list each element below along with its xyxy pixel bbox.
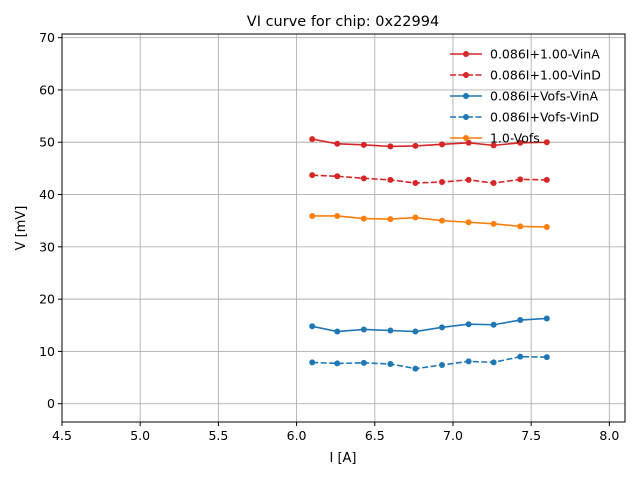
data-point (465, 139, 472, 146)
data-point (387, 327, 394, 334)
data-point (360, 326, 367, 333)
data-point (517, 139, 524, 146)
legend-entry: 0.086I+Vofs-VinA (450, 89, 599, 104)
data-point (387, 143, 394, 150)
chart-title: VI curve for chip: 0x22994 (247, 14, 439, 30)
data-point (543, 354, 550, 361)
y-tick-label: 10 (39, 344, 55, 359)
data-point (412, 365, 419, 372)
legend-label: 0.086I+Vofs-VinD (490, 110, 599, 125)
data-point (543, 176, 550, 183)
legend-entry: 0.086I+Vofs-VinD (450, 110, 599, 125)
x-axis-label: I [A] (329, 451, 356, 466)
data-point (360, 175, 367, 182)
data-point (309, 323, 316, 330)
x-tick-label: 7.5 (521, 428, 541, 443)
data-point (334, 360, 341, 367)
data-point (360, 215, 367, 222)
legend-marker (463, 72, 469, 78)
data-point (543, 139, 550, 146)
axis-ticks: 4.5 5.0 5.5 6.0 6.5 7.0 7.5 8.0 0 10 20 30 40 50 60 70 (39, 30, 619, 443)
legend-label: 0.086I+1.00-VinD (490, 68, 601, 83)
series-line (312, 138, 547, 148)
y-tick-label: 40 (39, 187, 55, 202)
data-point (517, 223, 524, 230)
data-point (309, 136, 316, 143)
data-point (490, 142, 497, 149)
data-point (517, 317, 524, 324)
y-tick-label: 0 (47, 396, 55, 411)
data-point (387, 176, 394, 183)
x-tick-label: 5.0 (130, 428, 150, 443)
series-3 (309, 315, 550, 335)
y-tick-label: 60 (39, 82, 55, 97)
y-tick-label: 70 (39, 30, 55, 45)
legend: 0.086I+1.00-VinA 0.086I+1.00-VinD 0.086I+V… (450, 47, 601, 146)
data-point (490, 359, 497, 366)
legend-label: 1.0-Vofs (490, 131, 540, 146)
x-tick-label: 4.5 (52, 428, 72, 443)
series-4 (309, 353, 550, 372)
data-point (412, 214, 419, 221)
series-line (312, 355, 547, 370)
y-axis-label: V [mV] (14, 206, 29, 251)
legend-label: 0.086I+Vofs-VinA (490, 89, 599, 104)
data-point (465, 219, 472, 226)
data-point (439, 362, 446, 369)
plot-area-frame (61, 33, 626, 423)
data-point (465, 321, 472, 328)
series-line (312, 215, 547, 228)
data-point (490, 220, 497, 227)
data-point (543, 223, 550, 230)
data-point (360, 359, 367, 366)
x-tick-label: 6.0 (287, 428, 307, 443)
series-1 (309, 136, 550, 150)
legend-entry: 1.0-Vofs (450, 131, 540, 146)
data-point (439, 217, 446, 224)
data-point (309, 212, 316, 219)
data-point (439, 178, 446, 185)
data-point (490, 180, 497, 187)
y-tick-label: 30 (39, 239, 55, 254)
data-point (360, 141, 367, 148)
data-series (309, 136, 550, 372)
data-point (517, 353, 524, 360)
legend-marker (463, 51, 469, 57)
data-point (334, 212, 341, 219)
legend-marker (463, 135, 469, 141)
data-point (517, 176, 524, 183)
data-point (309, 359, 316, 366)
data-point (334, 173, 341, 180)
series-5 (309, 212, 550, 230)
data-point (387, 216, 394, 223)
data-point (439, 141, 446, 148)
y-tick-label: 50 (39, 135, 55, 150)
series-line (312, 317, 547, 333)
data-point (334, 140, 341, 147)
legend-entry: 0.086I+1.00-VinA (450, 47, 600, 62)
legend-marker (463, 114, 469, 120)
data-point (543, 315, 550, 322)
y-tick-label: 20 (39, 292, 55, 307)
data-point (465, 176, 472, 183)
x-tick-label: 6.5 (365, 428, 385, 443)
x-tick-label: 8.0 (599, 428, 619, 443)
x-tick-label: 7.0 (443, 428, 463, 443)
data-point (490, 321, 497, 328)
data-point (412, 328, 419, 335)
data-point (412, 142, 419, 149)
data-point (412, 180, 419, 187)
series-line (312, 174, 547, 184)
data-point (309, 172, 316, 179)
data-point (465, 358, 472, 365)
data-point (387, 360, 394, 367)
series-2 (309, 172, 550, 187)
legend-label: 0.086I+1.00-VinA (490, 47, 600, 62)
data-point (439, 324, 446, 331)
legend-marker (463, 93, 469, 99)
data-point (334, 328, 341, 335)
x-tick-label: 5.5 (208, 428, 228, 443)
legend-entry: 0.086I+1.00-VinD (450, 68, 601, 83)
